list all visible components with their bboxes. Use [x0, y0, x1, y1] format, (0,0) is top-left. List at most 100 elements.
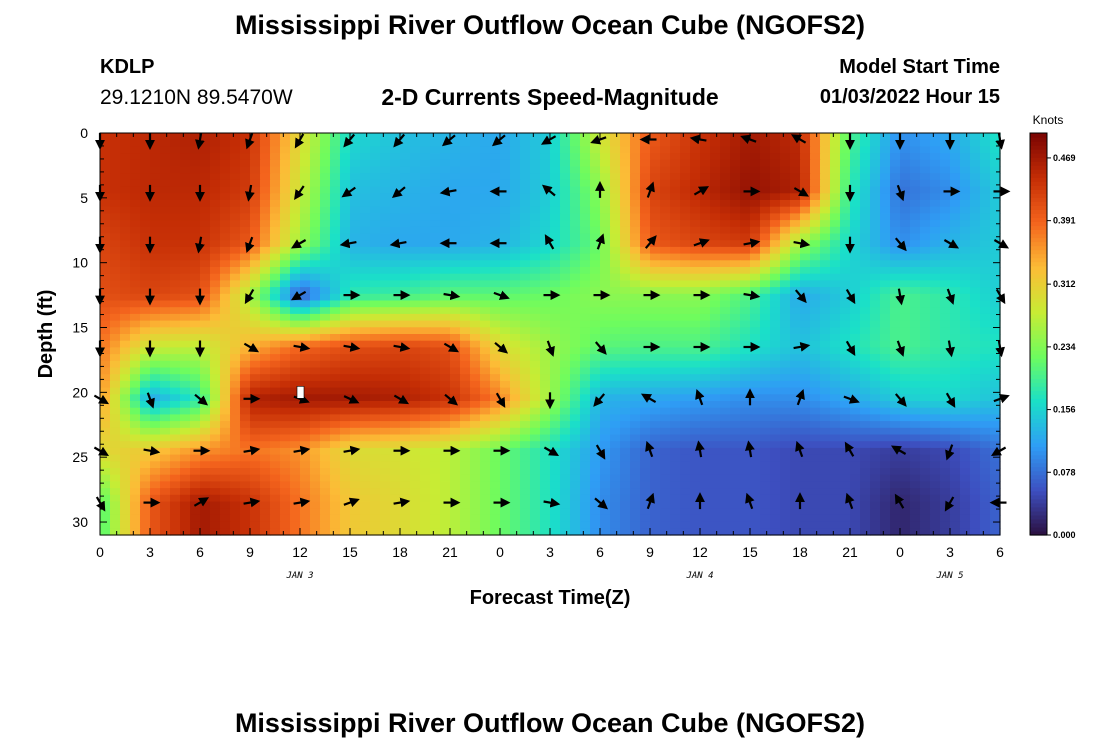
- heatmap-cell: [860, 488, 871, 496]
- heatmap-cell: [330, 468, 341, 476]
- heatmap-cell: [680, 213, 691, 221]
- heatmap-cell: [720, 347, 731, 355]
- heatmap-cell: [980, 226, 991, 235]
- heatmap-cell: [940, 434, 951, 442]
- heatmap-cell: [340, 468, 351, 476]
- heatmap-cell: [780, 421, 791, 429]
- heatmap-cell: [360, 179, 371, 188]
- heatmap-cell: [270, 273, 281, 281]
- heatmap-cell: [850, 447, 861, 456]
- heatmap-cell: [650, 320, 661, 328]
- heatmap-cell: [260, 488, 271, 496]
- heatmap-cell: [510, 300, 521, 308]
- heatmap-cell: [210, 481, 221, 489]
- heatmap-cell: [490, 220, 501, 228]
- heatmap-cell: [260, 327, 271, 335]
- heatmap-cell: [690, 253, 701, 261]
- heatmap-cell: [620, 320, 631, 328]
- heatmap-cell: [140, 153, 151, 161]
- heatmap-cell: [560, 414, 571, 422]
- heatmap-cell: [710, 488, 721, 496]
- heatmap-cell: [790, 159, 801, 168]
- heatmap-cell: [850, 387, 861, 395]
- heatmap-cell: [100, 488, 111, 496]
- heatmap-cell: [670, 407, 681, 415]
- heatmap-cell: [770, 313, 781, 322]
- heatmap-cell: [910, 494, 921, 503]
- heatmap-cell: [560, 200, 571, 208]
- heatmap-cell: [380, 307, 391, 315]
- heatmap-cell: [510, 454, 521, 462]
- heatmap-cell: [670, 146, 681, 154]
- heatmap-cell: [550, 320, 561, 328]
- heatmap-cell: [660, 494, 671, 503]
- heatmap-cell: [780, 307, 791, 315]
- heatmap-cell: [200, 253, 211, 261]
- heatmap-cell: [350, 280, 361, 288]
- heatmap-cell: [750, 387, 761, 395]
- heatmap-cell: [300, 374, 311, 382]
- heatmap-cell: [130, 226, 141, 235]
- heatmap-cell: [170, 166, 181, 174]
- heatmap-cell: [670, 213, 681, 221]
- heatmap-cell: [590, 407, 601, 415]
- heatmap-cell: [170, 300, 181, 308]
- heatmap-cell: [710, 394, 721, 402]
- heatmap-cell: [770, 494, 781, 503]
- heatmap-cell: [940, 468, 951, 476]
- heatmap-cell: [630, 260, 641, 268]
- heatmap-cell: [540, 206, 551, 214]
- heatmap-cell: [180, 468, 191, 476]
- heatmap-cell: [160, 280, 171, 288]
- heatmap-cell: [140, 233, 151, 241]
- heatmap-cell: [670, 441, 681, 449]
- heatmap-cell: [370, 468, 381, 476]
- heatmap-cell: [260, 427, 271, 436]
- heatmap-cell: [360, 387, 371, 395]
- heatmap-cell: [350, 414, 361, 422]
- heatmap-cell: [740, 427, 751, 436]
- heatmap-cell: [200, 193, 211, 201]
- heatmap-cell: [330, 441, 341, 449]
- heatmap-cell: [550, 488, 561, 496]
- heatmap-cell: [330, 394, 341, 402]
- heatmap-cell: [680, 367, 691, 375]
- heatmap-cell: [950, 253, 961, 261]
- heatmap-cell: [590, 240, 601, 248]
- heatmap-cell: [270, 401, 281, 409]
- heatmap-cell: [380, 481, 391, 489]
- heatmap-cell: [750, 461, 761, 469]
- heatmap-cell: [830, 394, 841, 402]
- heatmap-cell: [950, 394, 961, 402]
- heatmap-cell: [430, 307, 441, 315]
- heatmap-cell: [350, 246, 361, 255]
- heatmap-cell: [790, 327, 801, 335]
- heatmap-cell: [200, 186, 211, 194]
- heatmap-cell: [980, 340, 991, 348]
- heatmap-cell: [970, 186, 981, 194]
- heatmap-cell: [650, 394, 661, 402]
- heatmap-cell: [460, 159, 471, 168]
- heatmap-cell: [100, 293, 111, 302]
- heatmap-cell: [180, 447, 191, 456]
- heatmap-cell: [710, 334, 721, 342]
- heatmap-cell: [640, 468, 651, 476]
- heatmap-cell: [220, 246, 231, 255]
- heatmap-cell: [940, 213, 951, 221]
- heatmap-cell: [820, 293, 831, 302]
- heatmap-cell: [220, 394, 231, 402]
- heatmap-cell: [630, 233, 641, 241]
- heatmap-cell: [720, 220, 731, 228]
- heatmap-cell: [850, 139, 861, 147]
- heatmap-cell: [220, 153, 231, 161]
- heatmap-cell: [490, 153, 501, 161]
- heatmap-cell: [830, 213, 841, 221]
- heatmap-cell: [330, 220, 341, 228]
- heatmap-cell: [140, 501, 151, 509]
- heatmap-cell: [700, 280, 711, 288]
- heatmap-cell: [720, 387, 731, 395]
- heatmap-cell: [300, 287, 311, 295]
- heatmap-cell: [160, 461, 171, 469]
- heatmap-cell: [940, 226, 951, 235]
- heatmap-cell: [640, 240, 651, 248]
